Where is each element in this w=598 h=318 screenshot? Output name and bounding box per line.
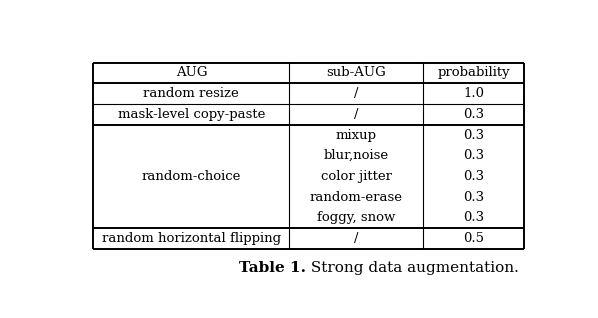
Text: Table 1.: Table 1.	[239, 261, 307, 275]
Text: random resize: random resize	[144, 87, 239, 100]
Text: 0.3: 0.3	[463, 190, 484, 204]
Text: 0.3: 0.3	[463, 211, 484, 224]
Text: mask-level copy-paste: mask-level copy-paste	[118, 108, 265, 121]
Text: random horizontal flipping: random horizontal flipping	[102, 232, 281, 245]
Text: mixup: mixup	[335, 128, 377, 142]
Text: 0.3: 0.3	[463, 128, 484, 142]
Text: probability: probability	[437, 66, 510, 80]
Text: random-choice: random-choice	[142, 170, 241, 183]
Text: 0.3: 0.3	[463, 108, 484, 121]
Text: blur,noise: blur,noise	[324, 149, 389, 162]
Text: 0.3: 0.3	[463, 170, 484, 183]
Text: foggy, snow: foggy, snow	[317, 211, 395, 224]
Text: 0.3: 0.3	[463, 149, 484, 162]
Text: sub-AUG: sub-AUG	[327, 66, 386, 80]
Text: 0.5: 0.5	[463, 232, 484, 245]
Text: AUG: AUG	[176, 66, 207, 80]
Text: /: /	[354, 108, 358, 121]
Text: 1.0: 1.0	[463, 87, 484, 100]
Text: /: /	[354, 232, 358, 245]
Text: random-erase: random-erase	[310, 190, 402, 204]
Text: Strong data augmentation.: Strong data augmentation.	[307, 261, 519, 275]
Text: color jitter: color jitter	[321, 170, 392, 183]
Text: /: /	[354, 87, 358, 100]
